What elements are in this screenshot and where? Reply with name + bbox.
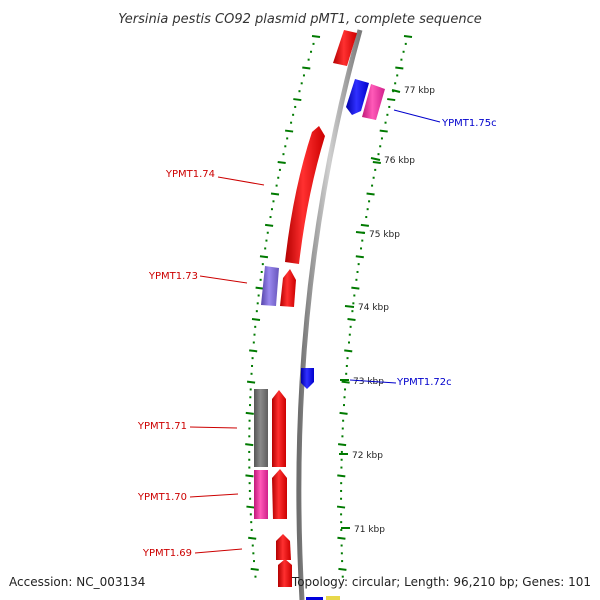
tick-mark [360, 223, 370, 227]
gene-label-ypmt1-75c[interactable]: YPMT1.75c [441, 118, 497, 129]
tick-mark [395, 66, 404, 70]
tick-mark [337, 536, 346, 540]
tick-mark [277, 161, 286, 165]
tick-mark [264, 223, 274, 227]
cds-arrow-forward[interactable] [285, 126, 325, 264]
tick-mark [347, 318, 356, 321]
tick-mark [245, 411, 254, 415]
scale-label: 71 kbp [354, 525, 385, 535]
tick-mark [355, 255, 364, 259]
tick-mark [250, 567, 259, 571]
gene-labels: YPMT1.75c YPMT1.74 YPMT1.73 YPMT1.72c YP… [137, 109, 497, 559]
cds-arrow-forward[interactable] [278, 559, 292, 587]
tick-mark [293, 98, 302, 102]
accession-text: Accession: NC_003134 [9, 575, 145, 589]
leader-line [189, 426, 238, 429]
scale-ticks [339, 89, 401, 529]
cds-arrow-forward[interactable] [276, 534, 291, 560]
tick-mark [341, 380, 350, 384]
tick-mark [246, 505, 255, 509]
cds-arrow-yellow[interactable] [326, 596, 340, 600]
gene-label-ypmt1-73[interactable]: YPMT1.73 [148, 271, 198, 282]
scale-labels: 77 kbp 76 kbp 75 kbp 74 kbp 73 kbp 72 kb… [352, 86, 435, 535]
tick-mark [245, 474, 254, 478]
leader-line [349, 379, 397, 384]
gene-label-ypmt1-69[interactable]: YPMT1.69 [142, 548, 192, 559]
map-title: Yersinia pestis CO92 plasmid pMT1, compl… [118, 12, 482, 27]
cds-arrow-forward[interactable] [272, 469, 287, 519]
cds-arrow-gray[interactable] [254, 389, 268, 467]
tick-mark [284, 129, 294, 133]
scale-label: 74 kbp [358, 303, 389, 313]
scale-label: 72 kbp [352, 451, 383, 461]
tick-mark [249, 349, 258, 353]
scale-tick [370, 157, 381, 161]
gene-label-ypmt1-72c[interactable]: YPMT1.72c [396, 377, 452, 388]
gene-label-ypmt1-70[interactable]: YPMT1.70 [137, 492, 187, 503]
tick-mark [344, 349, 353, 353]
tick-rings [245, 35, 413, 578]
tick-mark [270, 192, 280, 196]
tick-mark [366, 192, 375, 196]
tick-mark [337, 443, 347, 447]
leader-line [217, 176, 265, 186]
cds-arrow-forward[interactable] [272, 390, 286, 467]
cds-arrow-reverse[interactable] [362, 84, 385, 120]
tick-mark [302, 66, 311, 70]
leader-line [189, 493, 239, 498]
leader-line [393, 109, 441, 123]
tick-mark [372, 161, 381, 165]
cds-arrow-blue[interactable] [306, 597, 323, 600]
scale-tick [391, 89, 401, 93]
scale-label: 76 kbp [384, 156, 415, 166]
tick-mark [336, 505, 346, 509]
scale-tick [355, 231, 366, 234]
gene-label-ypmt1-71[interactable]: YPMT1.71 [137, 421, 187, 432]
cds-arrow-reverse[interactable] [333, 30, 357, 66]
cds-arrow-reverse[interactable] [346, 79, 369, 115]
tick-mark [246, 380, 256, 384]
tick-mark [259, 255, 269, 259]
backbone-arc [296, 29, 363, 600]
cds-arrow-pink[interactable] [254, 470, 268, 519]
leader-line [194, 548, 243, 554]
forward-strand-features [254, 126, 340, 600]
cds-arrow-reverse[interactable] [301, 368, 314, 389]
tick-mark [403, 35, 413, 38]
reverse-strand-features [301, 30, 385, 389]
tick-mark [339, 411, 348, 415]
tick-mark [311, 35, 321, 38]
tick-mark [387, 98, 396, 102]
scale-label: 77 kbp [404, 86, 435, 96]
tick-mark [337, 474, 346, 478]
cds-arrow-forward[interactable] [280, 269, 296, 307]
gene-label-ypmt1-74[interactable]: YPMT1.74 [165, 169, 215, 180]
tick-mark [245, 443, 254, 447]
cds-arrow-purple[interactable] [261, 266, 279, 306]
tick-mark [255, 286, 264, 290]
tick-mark [351, 286, 360, 290]
scale-tick [344, 305, 355, 308]
tick-mark [248, 536, 257, 540]
tick-mark [338, 567, 347, 571]
tick-mark [379, 129, 388, 133]
summary-text: Topology: circular; Length: 96,210 bp; G… [291, 575, 591, 589]
tick-mark [251, 318, 261, 321]
scale-label: 73 kbp [353, 377, 384, 387]
scale-label: 75 kbp [369, 230, 400, 240]
leader-line [199, 275, 248, 284]
